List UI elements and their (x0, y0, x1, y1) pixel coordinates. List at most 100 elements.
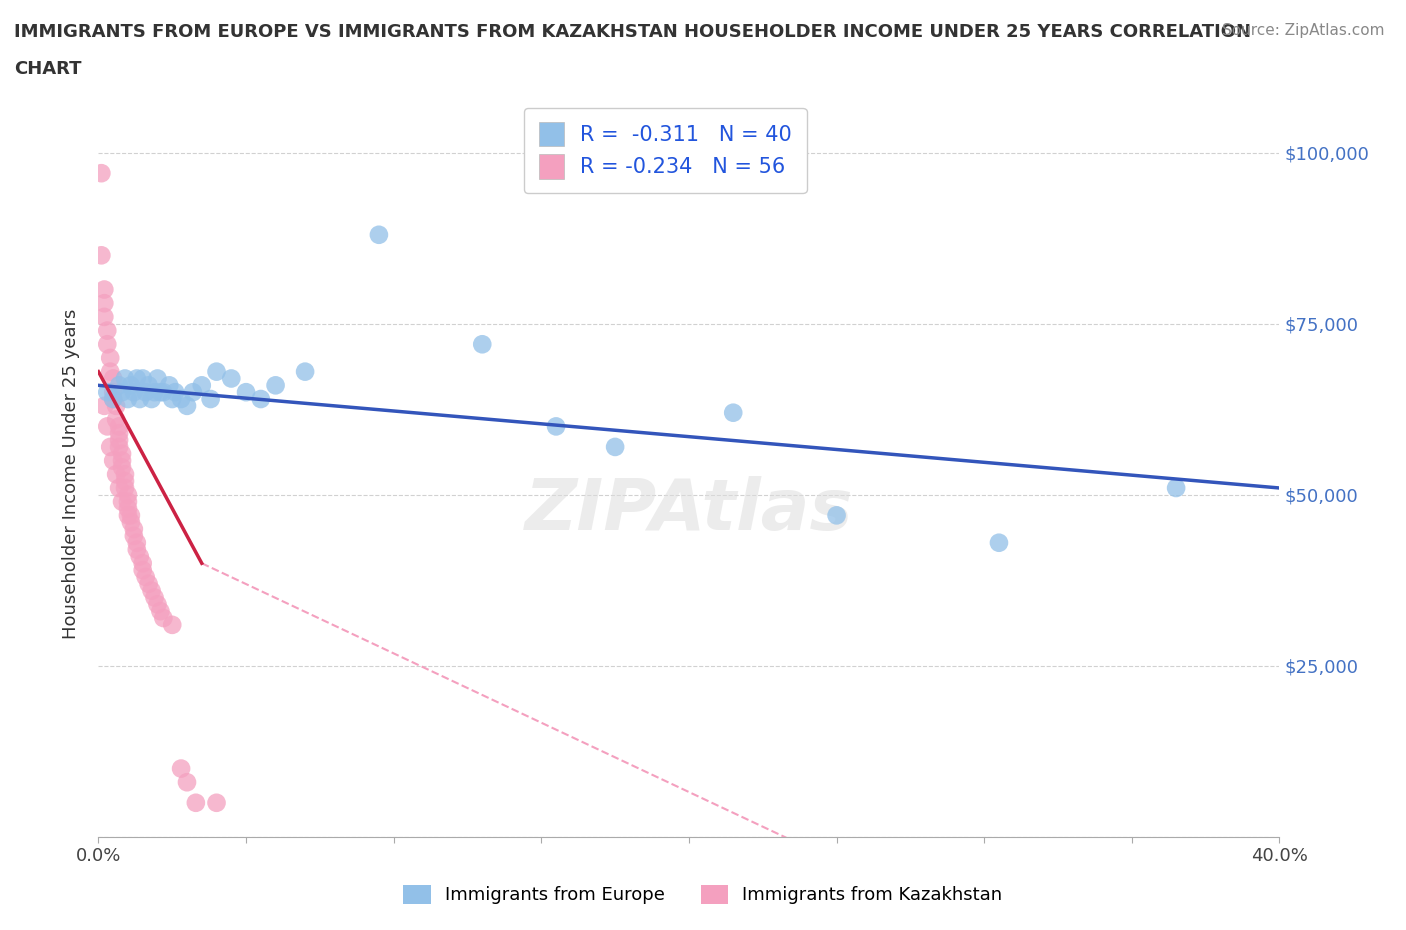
Point (132, 371, 155, 386)
Point (117, 392, 139, 406)
Point (723, 405, 745, 420)
Text: Source: ZipAtlas.com: Source: ZipAtlas.com (1222, 23, 1385, 38)
Point (108, 440, 131, 455)
Point (98, 365, 121, 379)
Point (98, 440, 121, 455)
Point (108, 481, 131, 496)
Point (93, 310, 115, 325)
Point (152, 385, 174, 400)
Point (605, 440, 627, 455)
Point (98, 351, 121, 365)
Point (96, 418, 118, 433)
Point (117, 494, 139, 509)
Point (128, 549, 150, 564)
Point (143, 590, 166, 604)
Point (122, 385, 145, 400)
Text: IMMIGRANTS FROM EUROPE VS IMMIGRANTS FROM KAZAKHSTAN HOUSEHOLDER INCOME UNDER 25: IMMIGRANTS FROM EUROPE VS IMMIGRANTS FRO… (14, 23, 1251, 41)
Point (93, 282, 115, 297)
Point (162, 392, 183, 406)
Point (103, 385, 125, 400)
Point (205, 365, 228, 379)
Point (103, 392, 125, 406)
Point (108, 426, 131, 441)
Point (368, 227, 391, 242)
Point (108, 418, 131, 433)
Point (988, 536, 1011, 551)
Point (120, 378, 142, 392)
Point (152, 611, 174, 626)
Y-axis label: Householder Income Under 25 years: Householder Income Under 25 years (62, 309, 80, 640)
Point (105, 412, 128, 427)
Point (176, 775, 198, 790)
Point (176, 398, 198, 413)
Point (250, 392, 273, 406)
Legend: R =  -0.311   N = 40, R = -0.234   N = 56: R = -0.311 N = 40, R = -0.234 N = 56 (524, 108, 807, 193)
Point (111, 494, 134, 509)
Point (114, 473, 136, 488)
Point (108, 378, 131, 392)
Point (132, 556, 155, 571)
Point (103, 392, 125, 406)
Point (165, 385, 187, 400)
Point (146, 371, 169, 386)
Point (128, 392, 150, 406)
Point (184, 795, 207, 810)
Point (125, 542, 148, 557)
Point (138, 577, 160, 591)
Point (221, 371, 243, 386)
Point (111, 385, 134, 400)
Point (135, 569, 157, 584)
Point (103, 453, 125, 468)
Point (111, 453, 134, 468)
Point (125, 371, 148, 386)
Point (170, 761, 193, 776)
Point (181, 385, 204, 400)
Point (205, 795, 228, 810)
Point (143, 385, 166, 400)
Point (96, 385, 118, 400)
Point (122, 522, 145, 537)
Point (170, 392, 193, 406)
Point (294, 365, 316, 379)
Point (111, 460, 134, 475)
Point (471, 337, 494, 352)
Point (105, 467, 128, 482)
Point (105, 398, 128, 413)
Point (93, 296, 115, 311)
Point (90, 248, 112, 263)
Point (117, 501, 139, 516)
Point (125, 536, 148, 551)
Point (546, 418, 568, 433)
Point (135, 385, 157, 400)
Point (138, 378, 160, 392)
Text: ZIPAtlas: ZIPAtlas (524, 476, 853, 545)
Point (1166, 481, 1188, 496)
Point (264, 378, 287, 392)
Point (120, 508, 142, 523)
Point (96, 337, 118, 352)
Point (103, 371, 125, 386)
Point (200, 392, 222, 406)
Point (117, 508, 139, 523)
Point (117, 487, 139, 502)
Point (162, 618, 183, 632)
Point (141, 392, 163, 406)
Point (114, 467, 136, 482)
Point (111, 446, 134, 461)
Point (96, 323, 118, 338)
Point (825, 508, 848, 523)
Point (132, 563, 155, 578)
Point (191, 378, 214, 392)
Point (157, 378, 180, 392)
Legend: Immigrants from Europe, Immigrants from Kazakhstan: Immigrants from Europe, Immigrants from … (396, 877, 1010, 911)
Point (149, 385, 172, 400)
Point (108, 432, 131, 447)
Point (146, 597, 169, 612)
Point (149, 604, 172, 618)
Point (120, 515, 142, 530)
Point (93, 398, 115, 413)
Point (114, 371, 136, 386)
Text: CHART: CHART (14, 60, 82, 78)
Point (141, 583, 163, 598)
Point (90, 166, 112, 180)
